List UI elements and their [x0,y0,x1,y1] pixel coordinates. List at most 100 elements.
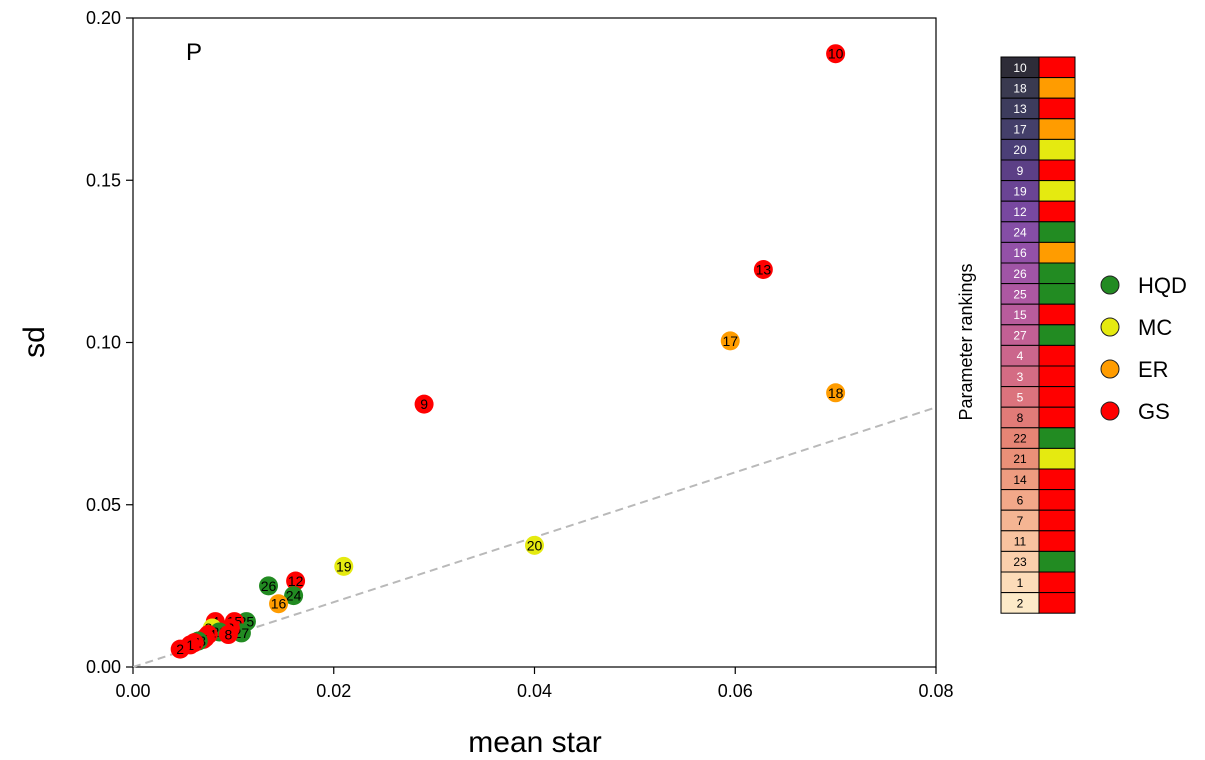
data-point-marker [286,571,306,591]
ranking-row: 11 [1000,530,1076,552]
data-point-label: 12 [288,573,304,589]
data-point-marker [414,394,434,414]
rank-group-cell [1038,550,1076,573]
data-point-9: 9 [414,394,434,414]
legend-entry-gs: GS [1100,399,1170,424]
ranking-row: 4 [1000,344,1076,367]
rank-label: 13 [1013,102,1027,116]
ranking-row: 1 [1000,571,1076,594]
legend-marker [1100,401,1120,421]
rank-label: 20 [1013,143,1027,157]
data-point-26: 26 [259,576,279,596]
x-tick-label: 0.02 [316,681,351,701]
legend-entry-mc: MC [1100,315,1172,340]
rank-label: 21 [1013,452,1027,466]
y-axis-title: sd [18,326,51,358]
rank-group-cell [1038,468,1076,491]
rank-group-cell [1038,241,1076,264]
rank-label: 12 [1013,205,1027,219]
data-point-marker [720,331,740,351]
x-tick-label: 0.06 [718,681,753,701]
rank-group-cell [1038,262,1076,285]
ranking-row: 15 [1000,303,1076,326]
ranking-row: 3 [1000,365,1076,388]
data-point-label: 13 [756,261,772,277]
legend-label: MC [1138,315,1172,340]
x-axis-title: mean star [468,726,601,759]
rank-label: 4 [1017,349,1024,363]
data-point-label: 19 [336,558,352,574]
rankings-title: Parameter rankings [956,263,976,420]
rank-label: 11 [1014,535,1027,549]
data-point-marker [218,625,238,645]
legend-label: ER [1138,357,1169,382]
data-point-12: 12 [286,571,306,591]
rank-group-cell [1038,530,1076,552]
data-point-10: 10 [826,44,846,64]
data-point-label: 20 [527,537,543,553]
ranking-row: 19 [1000,180,1076,202]
rank-label: 24 [1013,226,1027,240]
rank-group-cell [1038,427,1076,449]
data-point-label: 1 [186,637,194,653]
data-point-marker [259,576,279,596]
rank-label: 7 [1017,514,1024,528]
legend-marker [1100,359,1120,379]
rank-label: 18 [1013,81,1027,95]
ranking-row: 24 [1000,221,1076,243]
rank-group-cell [1038,97,1076,120]
points-layer: 1013171892019122624162515274352122814672… [170,44,846,659]
data-point-marker [334,556,354,576]
rank-group-cell [1038,571,1076,594]
rank-group-cell [1038,509,1076,532]
rank-label: 15 [1013,308,1027,322]
ranking-row: 5 [1000,386,1076,408]
data-point-marker [170,639,190,659]
data-point-label: 26 [261,578,277,594]
y-tick-label: 0.15 [86,170,121,190]
plot-frame [132,17,937,668]
rank-label: 14 [1013,473,1027,487]
ranking-row: 27 [1000,324,1076,346]
x-tick-label: 0.00 [115,681,150,701]
rank-label: 19 [1013,184,1027,198]
data-point-13: 13 [753,259,773,279]
panel-letter: P [186,39,202,66]
y-axis: 0.00 0.05 0.10 0.15 0.20 [86,8,133,677]
rank-group-cell [1038,324,1076,346]
legend-entry-er: ER [1100,357,1169,382]
rank-label: 2 [1017,596,1024,610]
rank-group-cell [1038,303,1076,326]
rank-label: 27 [1013,329,1027,343]
legend: HQD MC ER GS [1100,273,1187,424]
rank-label: 8 [1017,411,1024,425]
data-point-label: 24 [286,588,302,604]
legend-entry-hqd: HQD [1100,273,1187,298]
legend-marker [1100,275,1120,295]
rank-label: 22 [1013,432,1027,446]
rank-label: 1 [1017,576,1024,590]
rank-label: 26 [1013,267,1027,281]
rank-group-cell [1038,180,1076,202]
y-tick-label: 0.10 [86,333,121,353]
data-point-label: 8 [224,627,232,643]
rank-group-cell [1038,592,1076,614]
x-tick-label: 0.08 [918,681,953,701]
ranking-row: 8 [1000,406,1076,429]
rank-group-cell [1038,489,1076,511]
rank-group-cell [1038,221,1076,243]
rank-label: 6 [1017,493,1024,507]
data-point-label: 16 [271,596,287,612]
x-tick-label: 0.04 [517,681,552,701]
data-point-2: 2 [170,639,190,659]
ranking-row: 2 [1000,592,1076,614]
ranking-row: 9 [1000,159,1076,182]
data-point-8: 8 [218,625,238,645]
rank-label: 25 [1013,287,1027,301]
rank-group-cell [1038,365,1076,388]
y-tick-label: 0.00 [86,657,121,677]
rank-group-cell [1038,138,1076,161]
data-point-marker [269,594,289,614]
legend-marker [1100,317,1120,337]
